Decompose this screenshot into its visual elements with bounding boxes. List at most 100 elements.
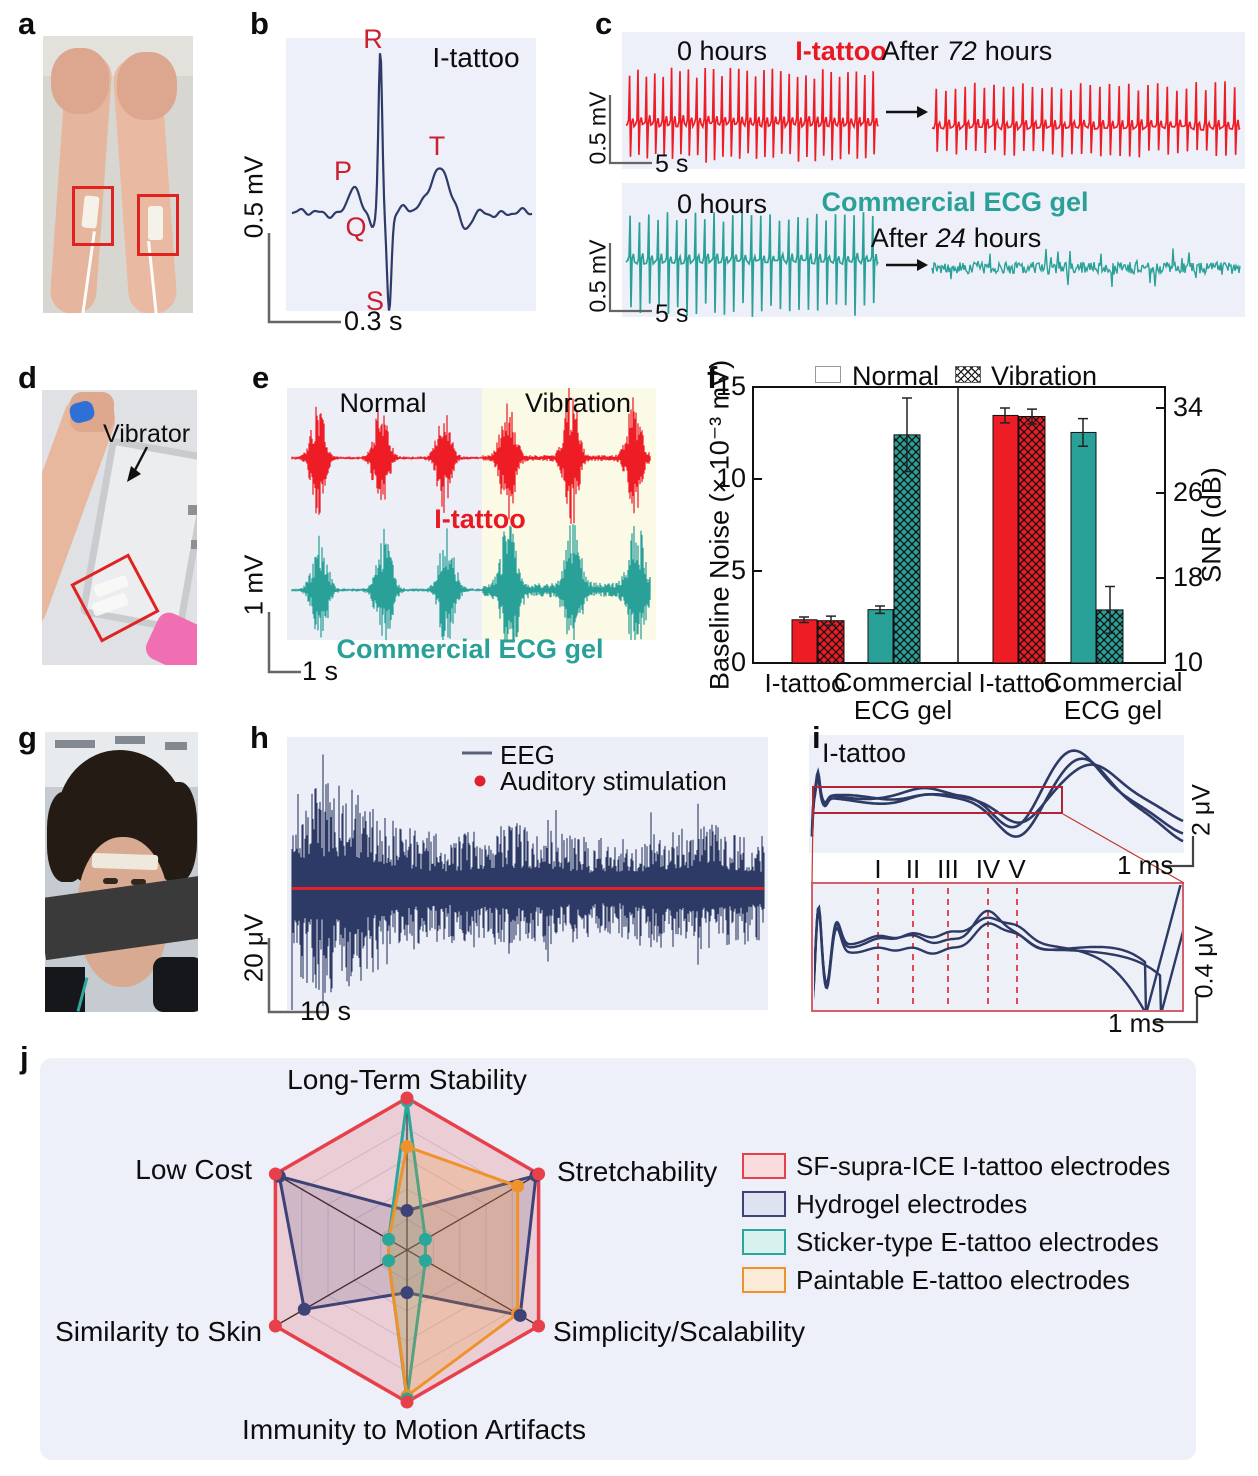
- shelf-3: [165, 742, 187, 750]
- i-numeral-3: III: [937, 854, 959, 884]
- f-xlabel-gel-1: Commercial ECG gel: [833, 667, 973, 726]
- panel-label-h: h: [250, 720, 269, 755]
- f-ltick-15: 15: [715, 371, 746, 401]
- j-legend-swatch-1: [742, 1191, 786, 1217]
- right-electrode: [148, 206, 163, 240]
- e-vscale: 1 mV: [238, 554, 269, 616]
- forehead-electrode-strip: [91, 852, 159, 871]
- panel-b-plot-bg: [286, 38, 536, 311]
- panel-i-zoom-box: [811, 882, 1184, 1012]
- right-fist: [117, 52, 177, 120]
- panel-b-hscale-label: 0.3 s: [344, 306, 403, 336]
- f-legend-normal-label: Normal: [852, 361, 940, 391]
- j-axis-simplicity: Simplicity/Scalability: [553, 1316, 806, 1347]
- photo-forearms: [43, 36, 193, 313]
- f-xlabel-itattoo-2: I-tattoo: [978, 668, 1060, 698]
- after-hours-num: 72: [946, 36, 977, 66]
- c-top-electrode: I-tattoo: [795, 36, 887, 66]
- privacy-bar: [45, 875, 198, 961]
- j-legend-swatch-0: [742, 1153, 786, 1179]
- c-bot-vscale: 0.5 mV: [584, 239, 611, 313]
- j-legend-label-1: Hydrogel electrodes: [796, 1189, 1028, 1219]
- after-word: After: [881, 36, 939, 66]
- f-ltick-10: 10: [715, 463, 746, 493]
- ecg-p-label: P: [333, 156, 353, 186]
- eyebrow-left: [103, 878, 118, 884]
- i-bot-hscale: 1 ms: [1108, 1008, 1165, 1038]
- f-xlabel-gel-2: Commercial ECG gel: [1043, 667, 1183, 726]
- j-legend-label-0: SF-supra-ICE I-tattoo electrodes: [796, 1151, 1171, 1181]
- i-numeral-4: IV: [975, 854, 1001, 884]
- f-rtick-34: 34: [1173, 392, 1204, 422]
- left-highlight-rect: [72, 186, 114, 246]
- f-rtick-18: 18: [1173, 562, 1204, 592]
- photo-vibrator-setup: [42, 390, 197, 665]
- panel-b-vscale-label: 0.5 mV: [238, 155, 269, 239]
- right-highlight-rect: [137, 194, 179, 256]
- j-legend-label-2: Sticker-type E-tattoo electrodes: [796, 1227, 1159, 1257]
- ecg-s-label: T: [428, 131, 446, 161]
- c-bot-after: After 24 hours: [871, 223, 1042, 254]
- c-top-hscale: 5 s: [655, 150, 689, 178]
- c-bot-hscale: 5 s: [655, 300, 689, 328]
- c-bot-electrode: Commercial ECG gel: [821, 187, 1089, 217]
- panel-label-i: i: [812, 720, 821, 755]
- f-legend-normal-swatch: [815, 366, 841, 383]
- panel-label-j: j: [20, 1040, 29, 1075]
- i-numeral-2: II: [905, 854, 921, 884]
- e-gel-label: Commercial ECG gel: [336, 634, 604, 664]
- j-legend-label-3: Paintable E-tattoo electrodes: [796, 1265, 1130, 1295]
- hair-left: [47, 792, 87, 882]
- shelf-2: [115, 736, 145, 744]
- ecg-q-label: Q: [345, 212, 367, 242]
- i-bot-vscale: 0.4 μV: [1190, 925, 1219, 999]
- f-left-axis-title: Baseline Noise (× 10⁻³ mV): [704, 359, 735, 691]
- panel-f-bar-chart: [752, 386, 1166, 664]
- e-itattoo-label: I-tattoo: [434, 504, 526, 534]
- i-numeral-5: V: [1008, 854, 1026, 884]
- f-legend-vibration-label: Vibration: [991, 361, 1098, 391]
- panel-label-f: f: [707, 360, 718, 395]
- e-normal-label: Normal: [339, 388, 427, 418]
- plate-knob-1: [188, 505, 197, 515]
- h-hscale: 10 s: [300, 996, 352, 1026]
- eyebrow-right: [131, 879, 146, 885]
- j-legend-swatch-2: [742, 1229, 786, 1255]
- hair-right: [155, 782, 197, 882]
- c-bot-time0: 0 hours: [676, 189, 768, 219]
- e-hscale: 1 s: [302, 656, 339, 686]
- panel-i-highlight-rect: [812, 786, 1063, 814]
- f-rtick-26: 26: [1173, 477, 1204, 507]
- panel-label-b: b: [250, 6, 269, 41]
- left-fist: [51, 48, 109, 114]
- after-word: After: [870, 223, 928, 253]
- hours-word: hours: [984, 36, 1053, 66]
- ecg-r-label: R: [363, 24, 383, 54]
- j-axis-immunity: Immunity to Motion Artifacts: [242, 1414, 586, 1445]
- f-xlabel-itattoo-1: I-tattoo: [764, 668, 846, 698]
- c-top-after: After 72 hours: [882, 36, 1053, 67]
- shelf-1: [55, 740, 95, 748]
- f-legend-vibration-swatch: [955, 366, 981, 383]
- f-rtick-10: 10: [1173, 647, 1204, 677]
- h-legend-auditory: Auditory stimulation: [500, 766, 727, 796]
- shoulder-right: [153, 957, 198, 1012]
- i-title: I-tattoo: [822, 738, 907, 768]
- j-legend-sw-3: [742, 1267, 786, 1293]
- vibrator-annotation: Vibrator: [103, 420, 191, 448]
- panel-label-a: a: [18, 6, 36, 41]
- c-top-time0: 0 hours: [676, 36, 768, 66]
- j-axis-similarity: Similarity to Skin: [55, 1316, 262, 1347]
- panel-label-d: d: [18, 360, 37, 395]
- e-vibration-label: Vibration: [524, 388, 632, 418]
- panel-label-c: c: [595, 6, 613, 41]
- panel-b-title: I-tattoo: [432, 42, 520, 73]
- c-top-vscale: 0.5 mV: [584, 91, 611, 165]
- photo-forehead-electrode: [45, 732, 198, 1012]
- j-axis-long-term-stability: Long-Term Stability: [287, 1064, 527, 1095]
- hours-word: hours: [973, 223, 1042, 253]
- i-numeral-1: I: [874, 854, 882, 884]
- h-vscale: 20 μV: [238, 913, 269, 983]
- f-ltick-5: 5: [730, 555, 746, 585]
